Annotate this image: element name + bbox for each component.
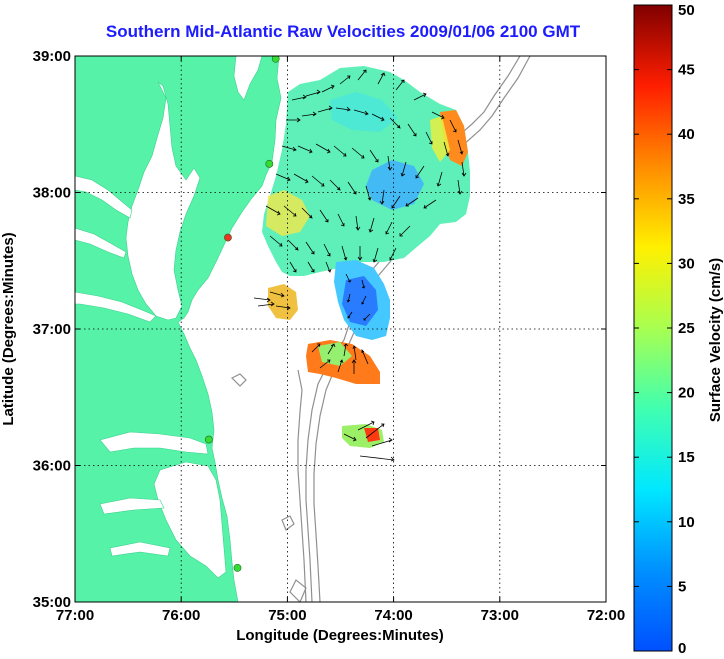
velocity-cyan-north bbox=[330, 92, 398, 132]
map-title: Southern Mid-Atlantic Raw Velocities 200… bbox=[105, 22, 581, 41]
y-tick-label: 35:00 bbox=[33, 594, 71, 611]
river-rappahannock bbox=[75, 227, 127, 259]
velocity-yellow-west bbox=[266, 190, 310, 236]
velocity-region-west bbox=[268, 284, 298, 320]
colorbar-tick-label: 50 bbox=[678, 2, 695, 19]
delaware-bay bbox=[233, 56, 263, 101]
velocity-south-green bbox=[318, 342, 352, 366]
bathymetry-contour bbox=[289, 579, 307, 602]
colorbar-ticks: 0 5 10 15 20 25 30 35 40 45 50 bbox=[634, 2, 695, 657]
velocity-region-north bbox=[262, 66, 470, 276]
colorbar-tick-label: 5 bbox=[678, 578, 686, 595]
y-axis-ticks: 35:00 36:00 37:00 38:00 39:00 bbox=[33, 48, 606, 611]
radar-site-marker bbox=[233, 563, 242, 572]
y-axis-label: Latitude (Degrees:Minutes) bbox=[0, 232, 17, 425]
colorbar-tick-label: 30 bbox=[678, 255, 695, 272]
colorbar-tick-label: 0 bbox=[678, 640, 686, 657]
colorbar-tick-label: 25 bbox=[678, 320, 695, 337]
colorbar-tick-label: 15 bbox=[678, 449, 695, 466]
bathymetry-contour bbox=[281, 515, 295, 531]
radar-site-marker bbox=[271, 56, 280, 63]
velocity-arrows bbox=[253, 69, 467, 462]
radar-site-marker bbox=[265, 159, 274, 168]
x-tick-label: 72:00 bbox=[587, 607, 625, 624]
x-tick-label: 75:00 bbox=[268, 607, 306, 624]
chesapeake-bay bbox=[125, 81, 201, 321]
velocity-orange-east bbox=[440, 110, 468, 166]
pamlico-sound bbox=[153, 461, 227, 579]
bathymetry-contour bbox=[297, 369, 307, 602]
velocity-far-south-red bbox=[364, 428, 380, 442]
radar-site-marker bbox=[204, 435, 213, 444]
velocity-blue-eddy bbox=[366, 160, 424, 210]
bathymetry-contour bbox=[230, 373, 247, 387]
x-tick-label: 74:00 bbox=[374, 607, 412, 624]
x-axis-label: Longitude (Degrees:Minutes) bbox=[236, 627, 444, 644]
colorbar-tick-label: 10 bbox=[678, 514, 695, 531]
colorbar-tick-label: 40 bbox=[678, 126, 695, 143]
x-tick-label: 73:00 bbox=[481, 607, 519, 624]
x-tick-label: 77:00 bbox=[56, 607, 94, 624]
y-tick-label: 36:00 bbox=[33, 458, 71, 475]
colorbar-label: Surface Velocity (cm/s) bbox=[707, 258, 724, 422]
colorbar bbox=[633, 4, 673, 652]
radar-sites bbox=[204, 56, 280, 572]
neuse-river bbox=[109, 541, 171, 557]
radar-site-marker bbox=[224, 233, 232, 242]
colorbar-tick-label: 20 bbox=[678, 385, 695, 402]
y-tick-label: 38:00 bbox=[33, 185, 71, 202]
map-grid bbox=[75, 56, 606, 602]
velocity-field bbox=[262, 66, 470, 448]
pamlico-river bbox=[99, 497, 165, 515]
x-axis-ticks: 77:00 76:00 75:00 74:00 73:00 72:00 bbox=[56, 56, 625, 624]
x-tick-label: 76:00 bbox=[162, 607, 200, 624]
river-potomac bbox=[75, 175, 133, 219]
colorbar-tick-label: 35 bbox=[678, 191, 695, 208]
velocity-yellow-east bbox=[430, 116, 450, 162]
colorbar-tick-label: 45 bbox=[678, 62, 695, 79]
y-tick-label: 39:00 bbox=[33, 48, 71, 65]
y-tick-label: 37:00 bbox=[33, 321, 71, 338]
river-james bbox=[75, 291, 157, 323]
